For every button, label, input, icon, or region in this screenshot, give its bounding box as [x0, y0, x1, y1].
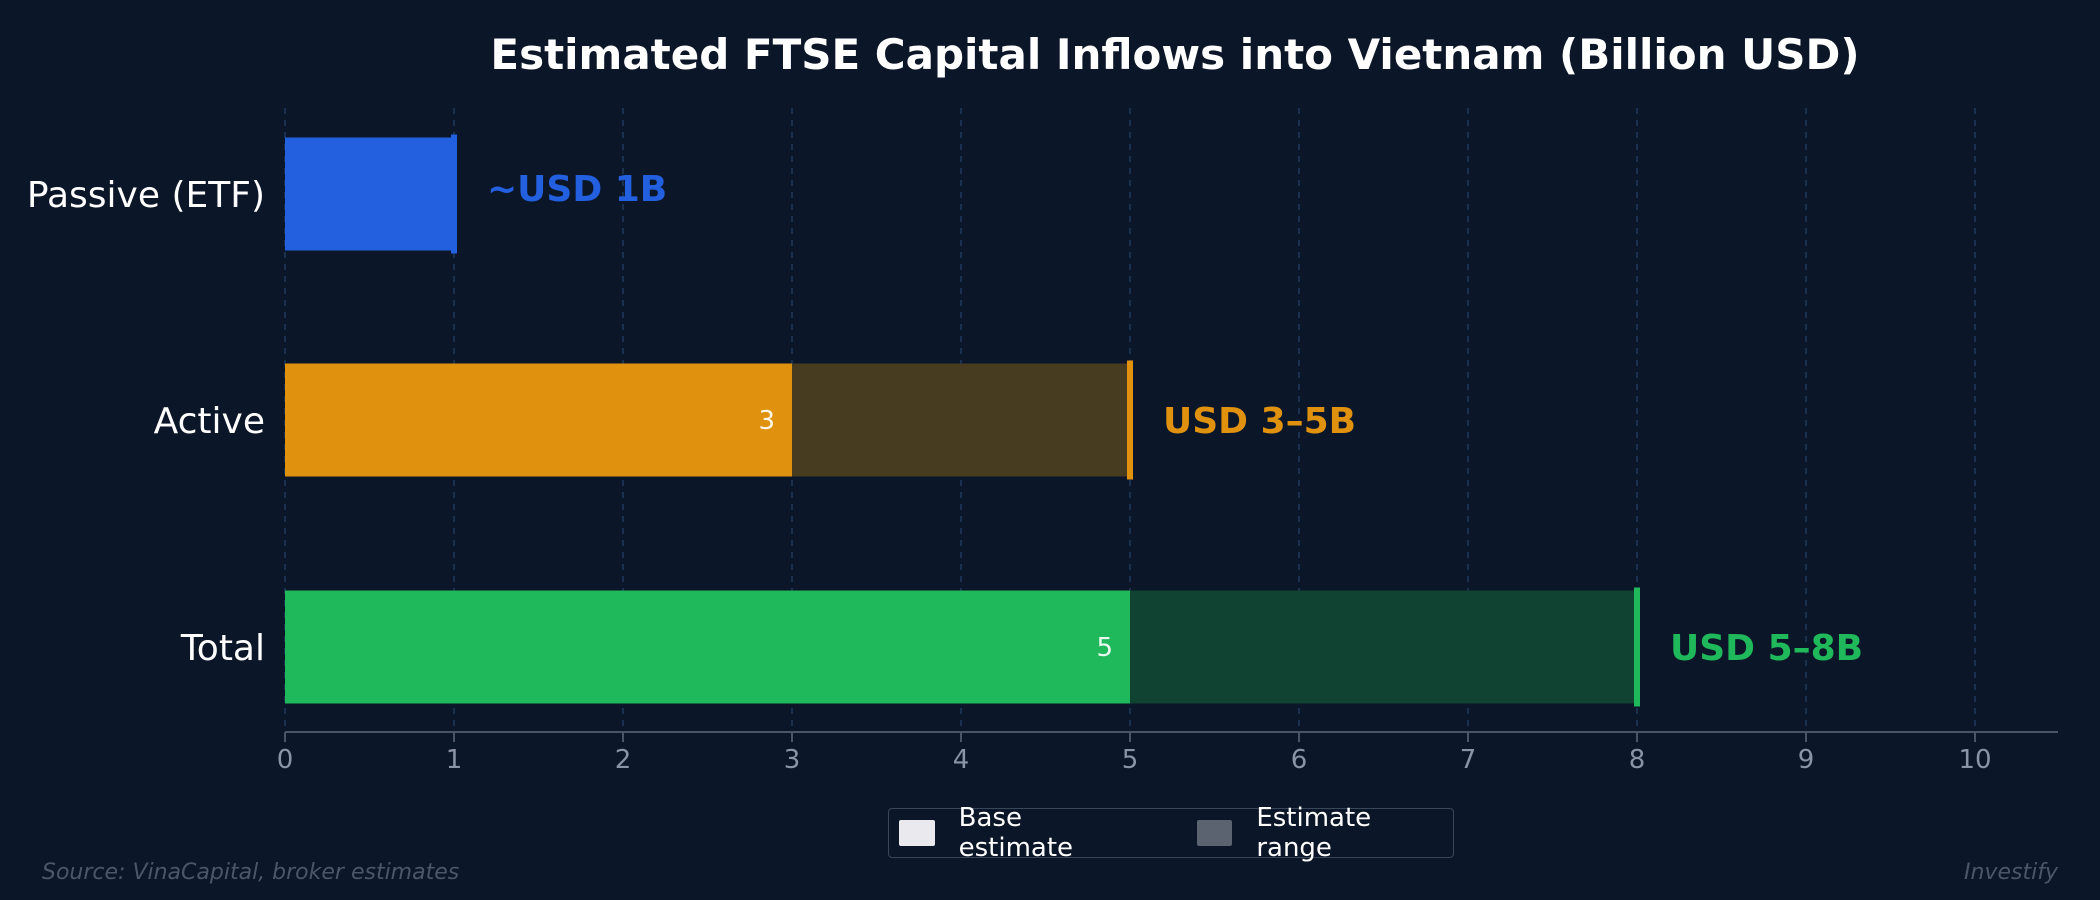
- x-tick-label-3: 3: [784, 745, 801, 775]
- x-tick-label-8: 8: [1629, 745, 1646, 775]
- bar-end-label-2: USD 5–8B: [1670, 628, 1863, 669]
- bar-end-marker-1: [1127, 360, 1133, 480]
- bar-range-1: [792, 363, 1130, 477]
- legend-label-base: Base estimate: [958, 803, 1074, 863]
- legend-label-range: Estimate range: [1256, 803, 1372, 863]
- bar-end-label-1: USD 3–5B: [1163, 401, 1356, 442]
- chart-legend: Base estimate Estimate range: [888, 803, 1454, 863]
- x-tick-label-9: 9: [1798, 745, 1815, 775]
- x-tick-label-10: 10: [1958, 745, 1991, 775]
- category-label-1: Active: [154, 401, 265, 442]
- chart-title: Estimated FTSE Capital Inflows into Viet…: [490, 30, 1860, 79]
- x-tick-label-0: 0: [277, 745, 294, 775]
- legend-item-base: Base estimate: [899, 803, 1143, 863]
- bar-base-0: [285, 137, 454, 251]
- category-label-2: Total: [180, 628, 265, 669]
- bar-end-label-0: ~USD 1B: [487, 169, 667, 210]
- source-note: Source: VinaCapital, broker estimates: [42, 860, 460, 885]
- legend-swatch-range: [1196, 820, 1233, 846]
- x-tick-label-1: 1: [446, 745, 463, 775]
- x-tick-label-2: 2: [615, 745, 632, 775]
- x-tick-label-7: 7: [1460, 745, 1477, 775]
- category-label-0: Passive (ETF): [27, 175, 265, 216]
- brand-watermark: Investify: [1964, 860, 2058, 885]
- x-tick-label-6: 6: [1291, 745, 1308, 775]
- bar-range-2: [1130, 590, 1637, 704]
- legend-swatch-base: [899, 820, 935, 846]
- bar-inner-label-2: 5: [1096, 633, 1113, 663]
- x-tick-label-4: 4: [953, 745, 970, 775]
- bar-end-marker-2: [1634, 587, 1640, 707]
- legend-item-range: Estimate range: [1196, 803, 1453, 863]
- bar-base-1: [285, 363, 792, 477]
- bar-end-marker-0: [451, 134, 457, 254]
- bar-inner-label-1: 3: [758, 406, 775, 436]
- bar-base-2: [285, 590, 1130, 704]
- x-tick-label-5: 5: [1122, 745, 1139, 775]
